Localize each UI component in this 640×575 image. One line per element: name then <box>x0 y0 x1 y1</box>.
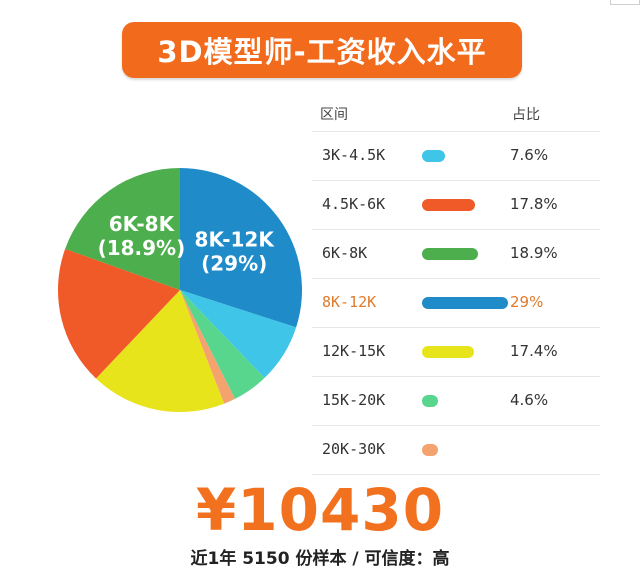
share-bar <box>422 297 508 309</box>
share-bar <box>422 248 479 260</box>
share-bar <box>422 150 445 162</box>
header-share: 占比 <box>512 107 540 123</box>
share-value: 7.6% <box>510 146 549 164</box>
title-banner: 3D模型师-工资收入水平 <box>122 22 522 78</box>
range-label: 8K-12K <box>322 293 377 311</box>
share-bar <box>422 199 475 211</box>
pie-label-6K-8K-name: 6K-8K <box>109 212 176 236</box>
table-row: 8K-12K 29% <box>312 279 600 328</box>
sample-footnote: 近1年 5150 份样本 / 可信度：高 <box>190 549 450 569</box>
pie-slice-8K-12K <box>180 168 303 328</box>
range-label: 12K-15K <box>322 342 386 360</box>
share-value: 17.8% <box>510 195 558 213</box>
share-bar <box>422 395 438 407</box>
share-value: 29% <box>510 293 544 311</box>
pie-slice-12K-15K <box>96 290 225 412</box>
table-row: 15K-20K 4.6% <box>312 377 600 426</box>
pie-slice-4.5K-6K <box>57 248 180 379</box>
range-label: 6K-8K <box>322 244 368 262</box>
pie-label-8K-12K-pct: (29%) <box>201 252 267 276</box>
header-range: 区间 <box>320 107 348 123</box>
table-header: 区间 占比 <box>312 98 600 132</box>
pie-label-6K-8K-pct: (18.9%) <box>98 236 186 260</box>
table-row: 3K-4.5K 7.6% <box>312 132 600 181</box>
pie-slice-6K-8K <box>65 168 180 290</box>
range-label: 20K-30K <box>322 440 386 458</box>
corner-frame <box>610 0 640 5</box>
share-value: 17.4% <box>510 342 558 360</box>
range-label: 15K-20K <box>322 391 386 409</box>
range-label: 4.5K-6K <box>322 195 386 213</box>
pie-svg: 6K-8K(18.9%) 8K-12K(29%) <box>57 168 303 412</box>
chart-title: 3D模型师-工资收入水平 <box>157 35 487 69</box>
table-row: 4.5K-6K 17.8% <box>312 181 600 230</box>
pie-slice-15K-20K <box>180 290 265 399</box>
pie-slice-3K-4.5K <box>180 290 297 378</box>
share-bar <box>422 346 474 358</box>
salary-distribution-table: 区间 占比 3K-4.5K 7.6% 4.5K-6K 17.8% 6K-8K 18.9% 8… <box>312 98 600 475</box>
table-rows: 3K-4.5K 7.6% 4.5K-6K 17.8% 6K-8K 18.9% 8K-12K 2… <box>312 132 600 475</box>
pie-chart: 6K-8K (18.9%) 8K-12K (29%) <box>40 150 320 430</box>
table-row: 6K-8K 18.9% <box>312 230 600 279</box>
pie-slice-20K-30K <box>180 290 235 404</box>
share-value: 18.9% <box>510 244 558 262</box>
range-label: 3K-4.5K <box>322 146 386 164</box>
average-salary: ¥10430 <box>195 476 445 544</box>
share-bar <box>422 444 438 456</box>
pie-label-8K-12K-name: 8K-12K <box>195 228 276 252</box>
table-row: 20K-30K <box>312 426 600 475</box>
table-row: 12K-15K 17.4% <box>312 328 600 377</box>
share-value: 4.6% <box>510 391 549 409</box>
